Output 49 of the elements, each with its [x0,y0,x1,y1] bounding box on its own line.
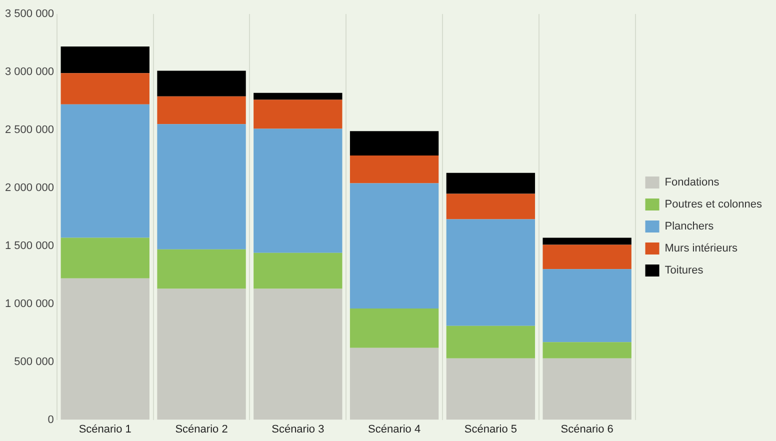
y-tick-label: 500 000 [14,356,54,368]
x-tick-label: Scénario 5 [464,423,517,436]
bar [350,308,439,348]
bar [350,131,439,156]
y-tick-label: 2 500 000 [5,124,54,136]
bar [157,70,246,96]
bar [157,249,246,289]
x-tick-label: Scénario 6 [560,423,614,436]
x-tick-label: Scénario 2 [175,423,228,436]
bar [446,172,536,194]
bar [446,219,536,326]
legend-label: Planchers [664,220,714,233]
bar [542,358,632,420]
bar [542,342,632,358]
bar [60,238,150,278]
bar [254,100,342,129]
bar [157,96,246,124]
bar [157,124,246,250]
y-tick-label: 1 000 000 [5,298,54,310]
bar [254,288,342,420]
x-tick-label: Scénario 1 [78,423,132,436]
bar [60,73,150,104]
bar [60,104,150,238]
bar [446,358,536,420]
y-tick-label: 0 [48,414,54,426]
legend-label: Poutres et colonnes [664,198,762,211]
y-tick-label: 1 500 000 [5,240,54,252]
bar [60,46,150,74]
y-tick-label: 3 000 000 [5,66,54,78]
bar [542,269,632,342]
y-tick-label: 3 500 000 [5,8,54,20]
bar [542,244,632,270]
bar [254,92,342,100]
x-tick-label: Scénario 4 [368,423,421,436]
y-tick-label: 2 000 000 [5,182,54,194]
bar [350,348,439,420]
bar [60,278,150,420]
bar [350,183,439,308]
bar [542,238,632,245]
bar [157,288,246,420]
bar [350,155,439,184]
bar [446,326,536,358]
x-tick-label: Scénario 3 [272,423,324,436]
legend-label: Murs intérieurs [664,242,738,255]
bar [254,128,342,253]
bar [254,252,342,289]
legend-label: Fondations [664,176,720,189]
bar [446,194,536,220]
legend-label: Toitures [664,264,704,277]
